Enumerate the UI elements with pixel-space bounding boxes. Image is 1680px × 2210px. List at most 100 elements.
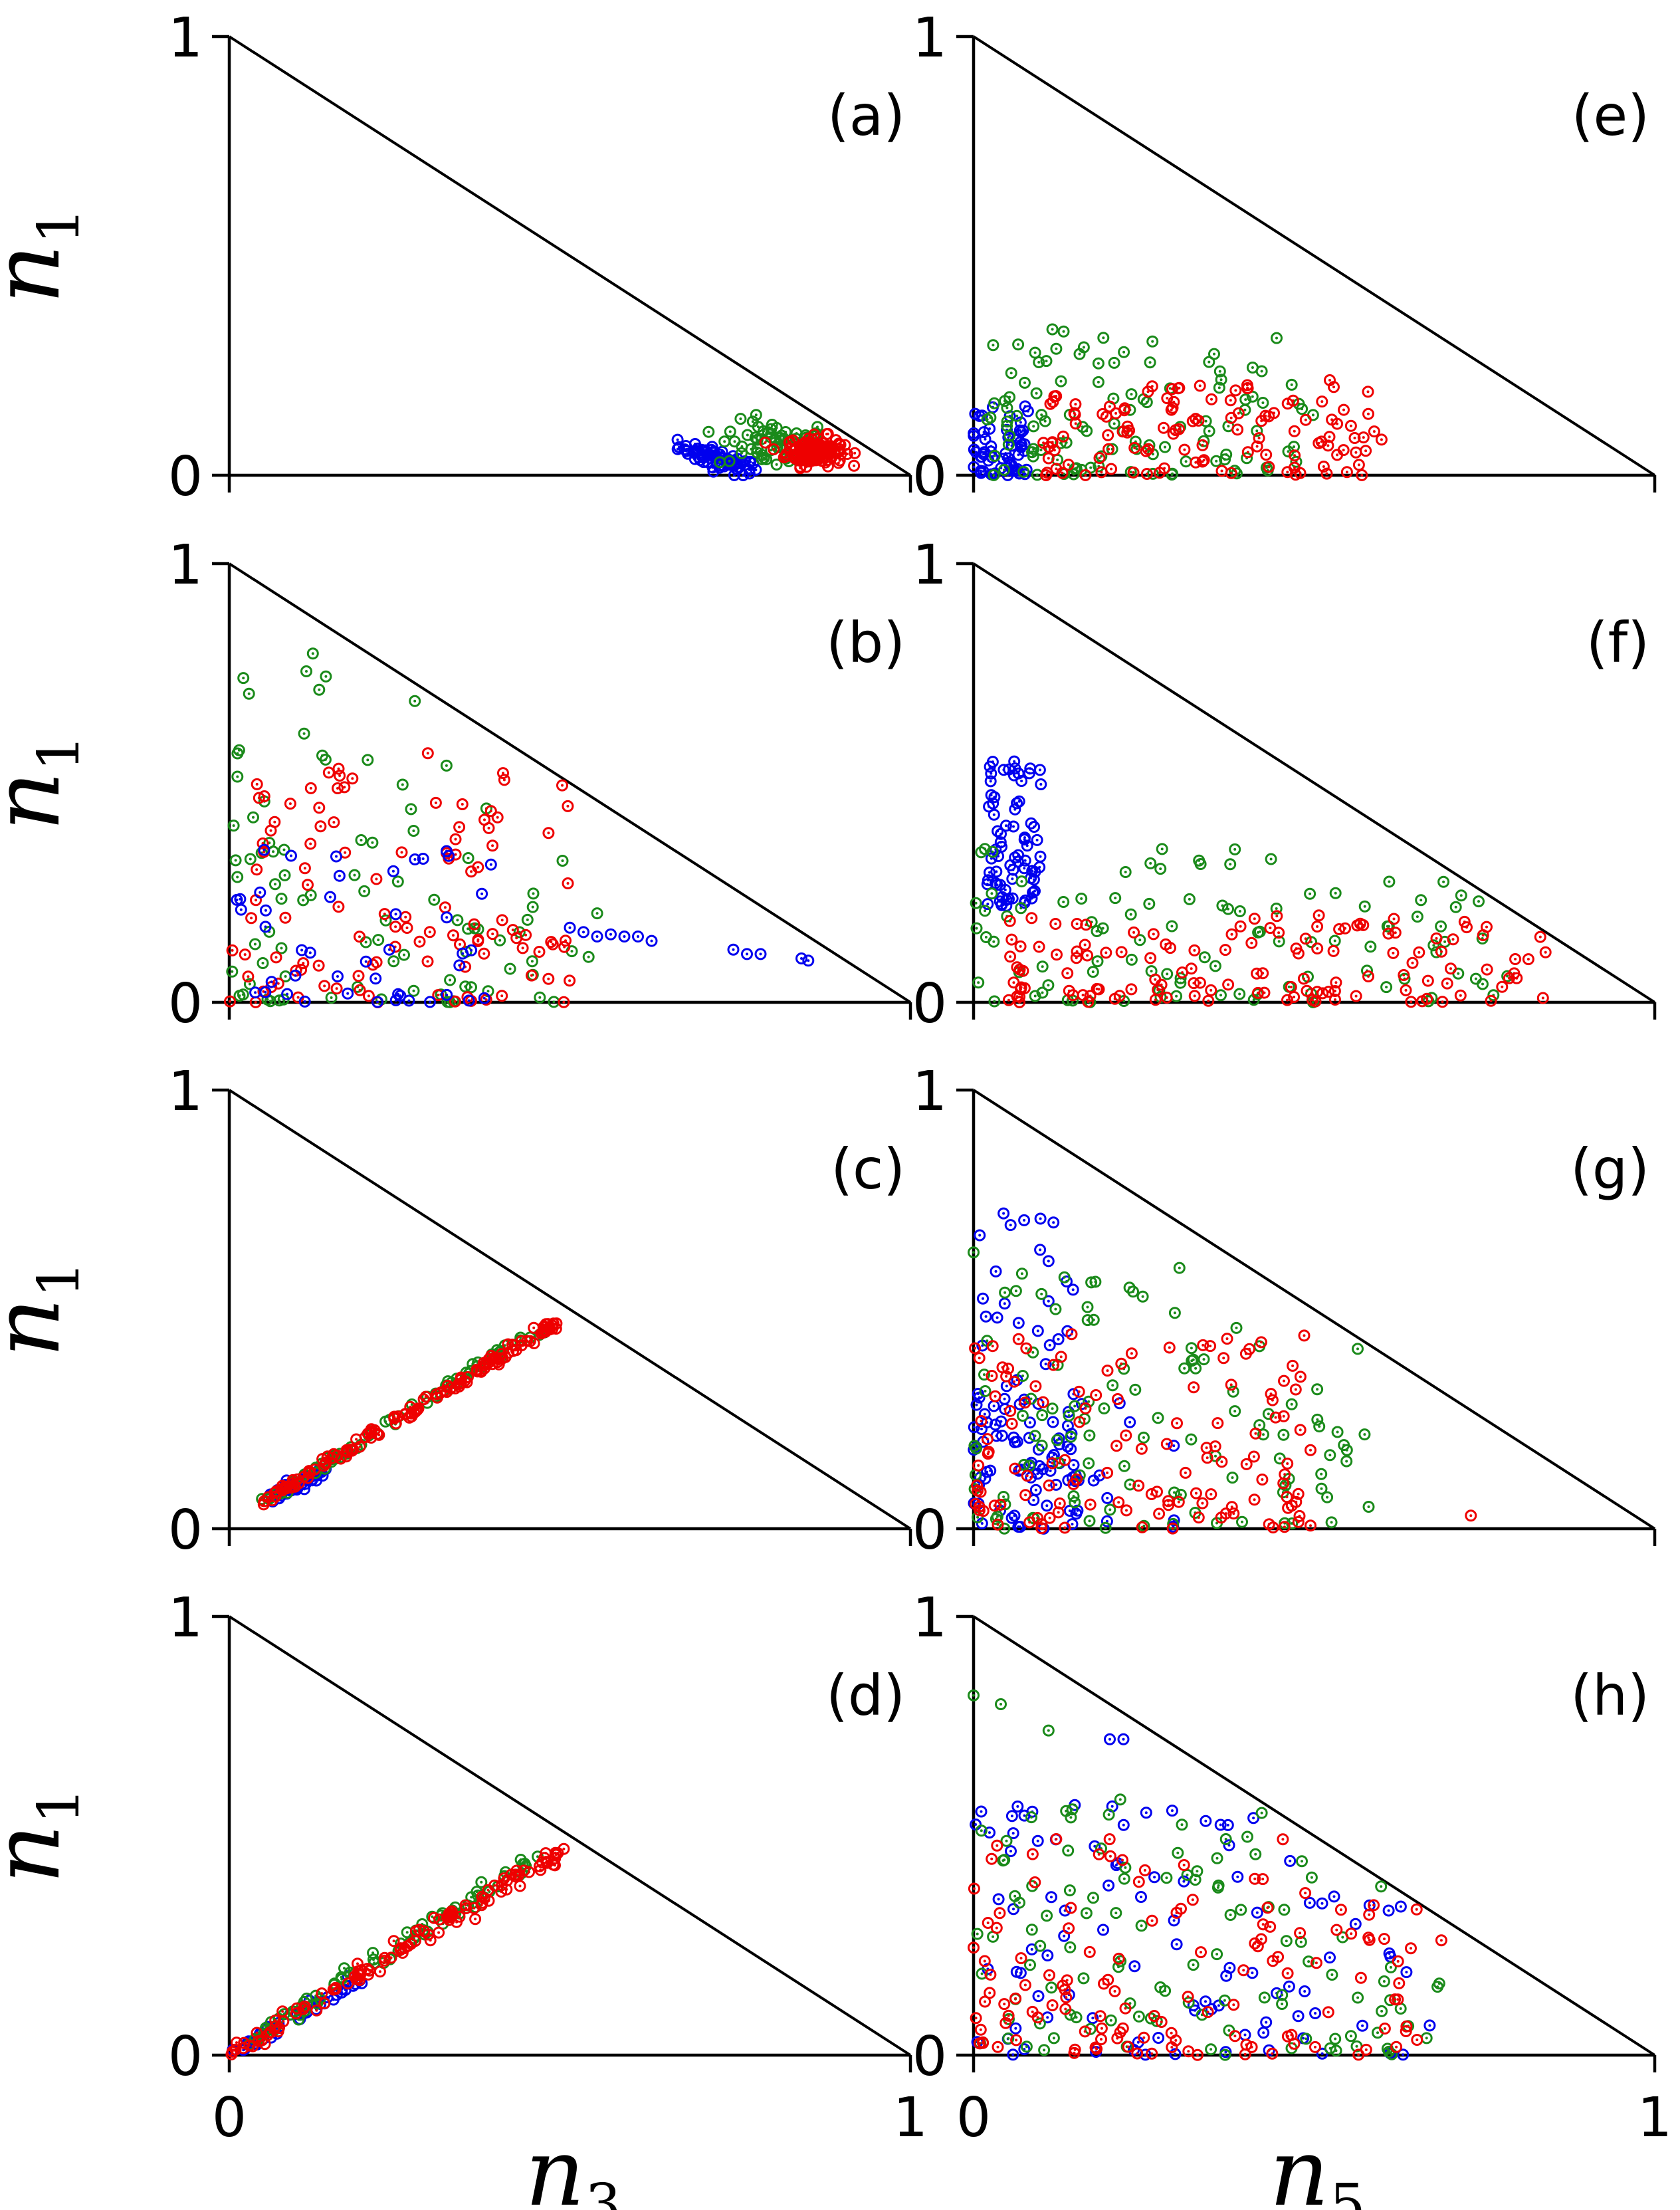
data-point-center [300,948,304,952]
data-point [1196,455,1209,468]
data-point-center [1033,1881,1037,1884]
data-point [1011,1800,1024,1813]
data-point [1087,1313,1100,1326]
data-point-center [1544,950,1547,954]
data-point [1299,1887,1312,1900]
data-point-center [723,440,726,443]
data-point [1132,1876,1145,1888]
data-point-center [1130,958,1133,961]
data-point-center [1395,2045,1398,2048]
data-point [453,821,466,833]
data-point [1140,468,1153,480]
data-point-center [429,1000,431,1004]
data-point [1243,1343,1255,1355]
data-point [1067,1459,1080,1472]
data-point [504,962,516,975]
data-point-center [1137,1484,1140,1488]
data-point-center [506,1343,510,1346]
data-point [741,948,753,960]
data-point [1267,1521,1279,1534]
data-point-center [1149,956,1152,960]
data-point [1458,915,1471,928]
data-point [1140,445,1152,457]
data-point-center [1117,1957,1120,1960]
data-point-center [1202,1343,1205,1347]
data-point-center [1121,2027,1124,2030]
data-point [478,947,490,960]
data-point-center [1057,1511,1060,1514]
data-point [509,1339,521,1352]
data-point-center [1051,1420,1055,1424]
data-point-center [1309,892,1312,895]
data-point [1539,946,1552,958]
data-point-center [1333,939,1336,942]
panel-b [212,562,912,1020]
data-point [1007,1903,1019,1916]
data-point-center [1017,453,1020,457]
data-point [1113,990,1126,1002]
simplex-boundary-line [972,1615,1656,2056]
data-point [1383,1947,1396,1959]
data-point-center [1013,1894,1017,1898]
data-point-center [699,459,702,462]
data-point [770,458,783,471]
data-point-center [1328,1454,1332,1457]
data-point-center [972,465,976,469]
data-point-center [1227,2029,1231,2032]
data-point [1035,1287,1048,1300]
data-point-center [775,463,778,466]
data-point [1338,1439,1350,1452]
data-point [1315,435,1328,448]
data-point-center [1283,1525,1286,1529]
data-point [1095,466,1108,479]
data-point-center [1390,2052,1394,2056]
data-point-center [853,451,857,455]
data-point [1081,1301,1094,1313]
data-point-center [1485,968,1489,971]
data-point [750,409,762,421]
data-point [1292,947,1305,960]
data-point-center [1320,400,1324,403]
simplex-boundary-line [228,1089,912,1530]
data-point-center [1275,336,1278,340]
data-point-center [490,1354,493,1357]
data-point-center [1426,979,1429,982]
data-point-center [1214,1454,1217,1458]
data-point [1200,1995,1211,2008]
data-point-center [1286,1971,1289,1975]
data-point [1352,459,1365,471]
data-point [974,2023,987,2036]
data-point [968,1941,980,1954]
data-point-center [1304,937,1307,940]
data-point-center [1197,1516,1200,1519]
data-point [1168,1307,1181,1319]
data-point [1235,1904,1247,1916]
data-point [1007,976,1020,989]
data-point [1368,425,1380,438]
data-point [1257,2027,1270,2039]
data-point [1010,2034,1023,2046]
data-point-center [1314,1000,1317,1003]
data-point [352,970,365,982]
data-point-center [1284,1484,1287,1487]
data-point [982,898,994,911]
data-point [578,926,589,939]
data-point [1051,1434,1063,1446]
data-point-center [1396,1959,1400,1963]
data-point-center [1311,413,1314,417]
data-point-center [343,1967,346,1970]
data-point [971,1480,984,1492]
data-point [251,778,263,790]
data-point [1023,1416,1036,1429]
data-point-center [1148,902,1151,905]
data-point [1219,1833,1232,1845]
data-point-center [470,999,472,1002]
data-point-center [284,916,287,919]
data-point-center [1068,1889,1071,1892]
data-point [1397,2048,1410,2061]
data-point [1509,953,1522,965]
data-point [1009,803,1021,816]
data-point [1135,1891,1147,1903]
data-point-center [676,447,679,451]
data-point-center [355,1438,358,1441]
